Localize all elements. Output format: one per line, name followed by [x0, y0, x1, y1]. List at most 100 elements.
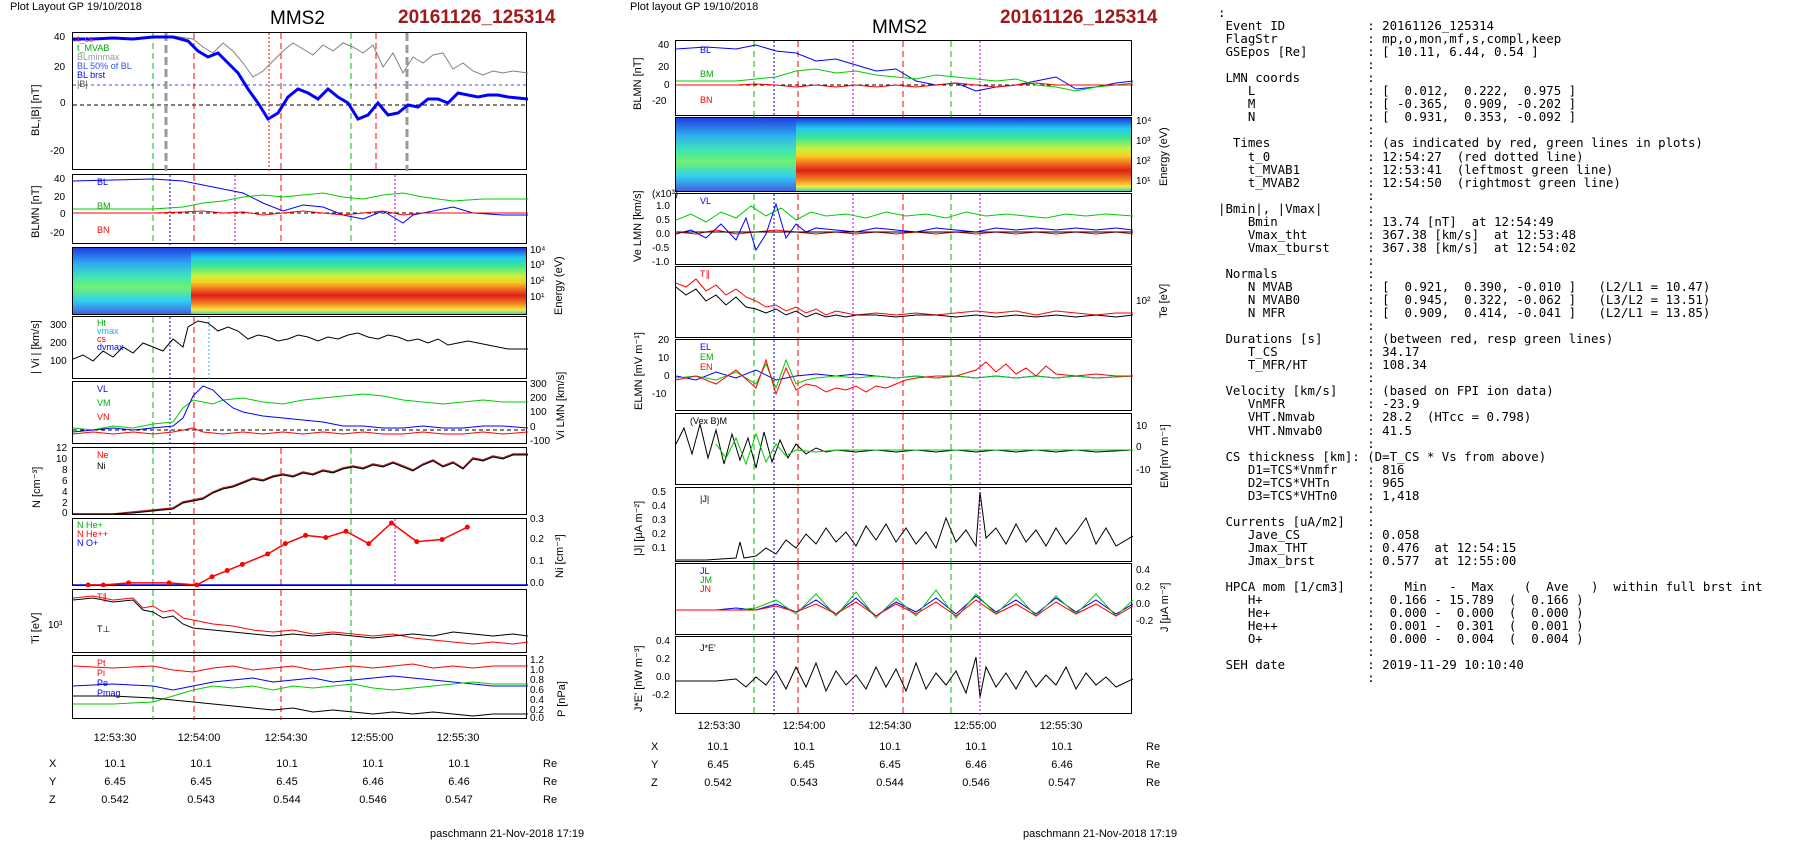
pos-row-label: X — [651, 741, 659, 753]
pos-row-label: Z — [651, 777, 658, 789]
he-plusplus-point — [239, 561, 245, 567]
tick-label: 0.1 — [530, 556, 544, 567]
tick-label: 0.2 — [530, 705, 544, 716]
right-spacecraft-title: MMS2 — [872, 17, 927, 38]
y-axis-label: | Vi | [km/s] — [30, 320, 42, 374]
info-line: N MVAB : [ 0.921, 0.390, -0.010 ] (L2/L1… — [1218, 278, 1711, 294]
tick-label: 20 — [658, 335, 670, 346]
pos-row-label: Y — [651, 759, 659, 771]
right-plot-label: Plot layout GP 19/10/2018 — [630, 1, 759, 13]
tick-label: 10¹ — [1136, 176, 1151, 187]
info-line: N MFR : [ 0.909, 0.414, -0.041 ] (L2/L1 … — [1218, 305, 1711, 321]
legend-jm: JM — [700, 575, 712, 585]
tick-label: -0.5 — [652, 243, 670, 254]
pos-value: 10.1 — [793, 741, 815, 753]
left-panel-vi-lmn: VL VM VN — [72, 381, 528, 445]
pos-value: 0.542 — [704, 777, 732, 789]
pos-value: 6.46 — [448, 776, 470, 788]
left-plot-label: Plot Layout GP 19/10/2018 — [10, 1, 142, 13]
tick-label: 0.8 — [530, 675, 544, 686]
legend-pmag: Pmag — [97, 688, 121, 698]
he-plusplus-point — [224, 568, 230, 574]
he-plusplus-point — [464, 524, 470, 530]
he-plusplus-point — [366, 541, 372, 547]
info-line: N : [ 0.931, 0.353, -0.092 ] — [1218, 109, 1577, 125]
pos-unit: Re — [1146, 777, 1161, 789]
legend-jn: JN — [700, 584, 711, 594]
y-axis-label: BLMN [nT] — [30, 185, 42, 238]
legend-cs: cs — [97, 334, 106, 344]
info-line: N MVAB0 : [ 0.945, 0.322, -0.062 ] (L3/L… — [1218, 292, 1711, 308]
legend-bl: BL — [700, 45, 712, 55]
right-panel-je-plot — [676, 637, 1133, 715]
pos-row-label: Z — [49, 794, 56, 806]
right-panel-blmn-plot — [676, 41, 1133, 117]
tick-label: -20 — [50, 228, 65, 239]
tick-label: 10 — [1136, 421, 1148, 432]
he-plusplus-point — [323, 534, 329, 540]
info-line: : — [1218, 57, 1375, 73]
x-tick: 12:55:30 — [1039, 720, 1083, 732]
info-line: Bmin : 13.74 [nT] at 12:54:49 — [1218, 213, 1554, 229]
x-tick: 12:53:30 — [93, 732, 137, 744]
info-line: : — [1218, 566, 1375, 582]
he-plusplus-point — [282, 541, 288, 547]
pos-value: 6.45 — [190, 776, 212, 788]
right-panel-j-lmn: JL JM JN — [675, 563, 1133, 636]
pos-value: 10.1 — [707, 741, 729, 753]
event-info-text: : Event ID : 20161126_125314 FlagStr : m… — [1218, 6, 1763, 684]
right-panel-ve-plot — [676, 194, 1133, 266]
info-line: : — [1218, 435, 1375, 451]
tick-label: 6 — [62, 476, 68, 487]
pos-value: 6.46 — [965, 759, 987, 771]
x-tick: 12:53:30 — [697, 720, 741, 732]
left-panel-bl-b-plot — [73, 33, 528, 171]
pos-value: 10.1 — [190, 758, 212, 770]
info-line: T_MFR/HT : 108.34 — [1218, 357, 1427, 373]
tick-label: 0.3 — [652, 515, 666, 526]
legend-n-he-plus: N He+ — [77, 520, 103, 530]
left-panel-vi-lmn-plot — [73, 382, 528, 445]
y-axis-label: ELMN [mV m⁻¹] — [633, 332, 645, 410]
x-tick: 12:54:30 — [868, 720, 912, 732]
tick-label: -20 — [652, 96, 667, 107]
legend-el: EL — [700, 342, 712, 352]
info-line: VHT.Nmvab0 : 41.5 — [1218, 422, 1412, 438]
info-line: He++ : 0.001 - 0.301 ( 0.001 ) — [1218, 618, 1584, 634]
legend-n-o-plus: N O+ — [77, 538, 99, 548]
legend-em: EM — [700, 352, 714, 362]
x-tick: 12:55:30 — [436, 732, 480, 744]
he-plusplus-point — [389, 520, 394, 526]
tick-label: 10 — [658, 353, 670, 364]
pos-value: 0.543 — [790, 777, 818, 789]
pos-row-label: X — [49, 758, 57, 770]
info-line: O+ : 0.000 - 0.004 ( 0.004 ) — [1218, 631, 1584, 647]
y-axis-label: J*E' [nW m⁻³] — [633, 645, 645, 712]
tick-label: 0.4 — [1136, 565, 1150, 576]
he-plusplus-point — [265, 551, 271, 557]
tick-label: 0.0 — [530, 713, 544, 724]
left-spacecraft-title: MMS2 — [270, 8, 325, 29]
tick-label: 10¹ — [530, 292, 545, 303]
he-plusplus-point — [166, 580, 172, 586]
right-panel-blmn: BL BM BN — [675, 40, 1133, 117]
legend-t-par: T∥ — [700, 269, 710, 279]
left-panel-pressure-plot — [73, 656, 528, 720]
legend-tcs: t_cs — [77, 34, 94, 44]
tick-label: 0.6 — [530, 685, 544, 696]
tick-label: 0.0 — [530, 578, 544, 589]
tick-label: 40 — [658, 40, 670, 51]
he-plusplus-point — [343, 528, 349, 534]
legend-vexb: (Vex B)M — [690, 416, 728, 426]
info-line: : — [1218, 5, 1226, 20]
legend-dvmax: dvmax — [97, 342, 124, 352]
tick-label: -0.2 — [1136, 616, 1154, 627]
right-panel-e-plot — [676, 340, 1133, 412]
he-plusplus-point — [414, 539, 420, 545]
left-panel-bl-b: t_cs t_MVAB BLminmax BL 50% of BL BL brs… — [72, 32, 528, 171]
pos-value: 0.542 — [101, 794, 129, 806]
pos-value: 0.544 — [273, 794, 301, 806]
right-panel-ve: VL — [675, 193, 1133, 266]
tick-label: -0.2 — [652, 690, 670, 701]
tick-label: 0.4 — [656, 636, 670, 647]
